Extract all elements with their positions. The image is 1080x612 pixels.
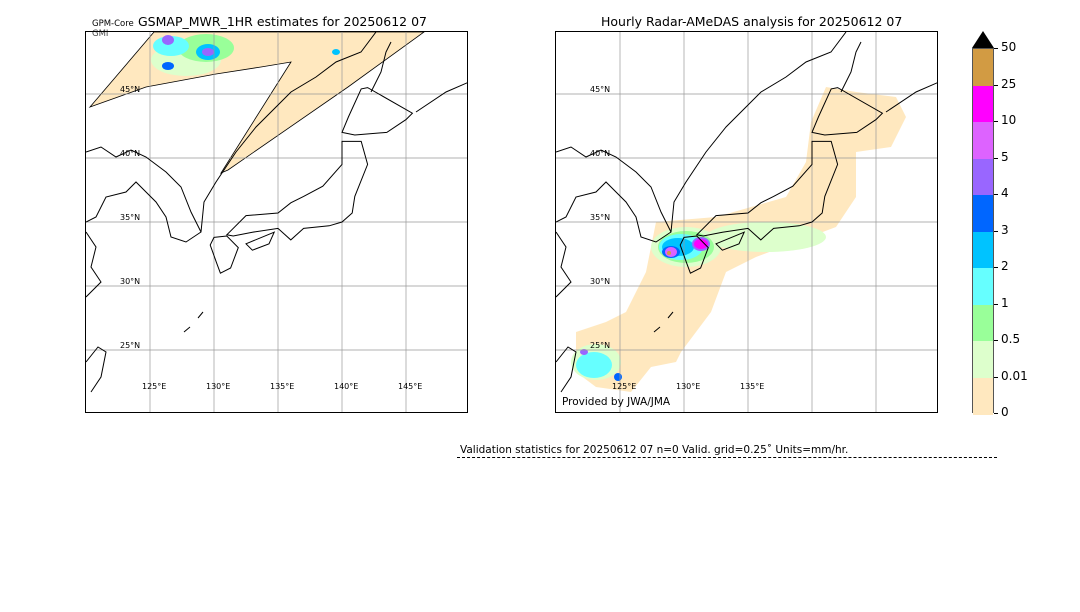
colorbar-tick	[994, 157, 998, 159]
colorbar-segment	[973, 158, 993, 196]
colorbar-tick	[994, 84, 998, 86]
gsmap-map-panel: 45°N 40°N 35°N 30°N 25°N 125°E 130°E 135…	[85, 31, 468, 413]
rain-field	[88, 32, 425, 174]
lon-label: 125°E	[142, 382, 167, 391]
coastlines	[556, 32, 937, 393]
colorbar-label: 3	[1001, 222, 1009, 237]
lon-label: 135°E	[740, 382, 765, 391]
lat-label: 30°N	[590, 277, 611, 286]
lat-label: 25°N	[590, 341, 611, 350]
lon-label: 140°E	[334, 382, 359, 391]
satellite-label: GPM-Core	[92, 19, 134, 29]
colorbar-tick	[994, 267, 998, 268]
lon-label: 125°E	[612, 382, 637, 391]
colorbar-tick	[994, 48, 998, 49]
lon-label: 135°E	[270, 382, 295, 391]
lat-label: 40°N	[590, 149, 611, 158]
colorbar-segment	[973, 377, 993, 415]
colorbar-segment	[973, 341, 993, 378]
colorbar-label: 25	[1001, 76, 1017, 91]
left-map-title: GSMAP_MWR_1HR estimates for 20250612 07	[138, 14, 427, 29]
colorbar-extend-arrow	[972, 31, 994, 48]
colorbar-segment	[973, 122, 993, 159]
colorbar	[972, 48, 994, 415]
colorbar-segment	[973, 304, 993, 342]
colorbar-segment	[973, 268, 993, 305]
colorbar-label: 4	[1001, 186, 1009, 200]
colorbar-label: 0.01	[1001, 368, 1028, 383]
colorbar-tick	[994, 230, 998, 232]
graticule	[556, 32, 937, 412]
right-map-title: Hourly Radar-AMeDAS analysis for 2025061…	[601, 14, 903, 29]
lat-label: 25°N	[120, 341, 141, 350]
lon-label: 145°E	[398, 382, 423, 391]
colorbar-label: 5	[1001, 149, 1009, 164]
colorbar-tick	[994, 194, 998, 195]
validation-statistics: Validation statistics for 20250612 07 n=…	[460, 444, 849, 456]
lat-label: 35°N	[120, 213, 141, 222]
colorbar-tick	[994, 376, 998, 378]
colorbar-label: 0	[1001, 405, 1009, 419]
lat-label: 30°N	[120, 277, 141, 286]
lon-label: 130°E	[206, 382, 231, 391]
sensor-label: GMI	[92, 29, 109, 39]
radar-map-panel: 45°N 40°N 35°N 30°N 25°N 125°E 130°E 135…	[555, 31, 938, 413]
colorbar-label: 0.5	[1001, 332, 1021, 346]
colorbar-tick	[994, 413, 998, 414]
validation-underline	[457, 457, 997, 458]
colorbar-label: 10	[1001, 113, 1017, 127]
lat-label: 40°N	[120, 149, 141, 158]
gsmap-map	[86, 32, 467, 412]
colorbar-segment	[973, 231, 993, 269]
lat-label: 45°N	[590, 85, 611, 94]
colorbar-segment	[973, 195, 993, 232]
colorbar-tick	[994, 121, 998, 122]
radar-map	[556, 32, 937, 412]
colorbar-label: 50	[1001, 40, 1017, 54]
colorbar-tick	[994, 303, 998, 305]
lat-label: 35°N	[590, 213, 611, 222]
lon-label: 130°E	[676, 382, 701, 391]
colorbar-tick	[994, 340, 998, 341]
lat-label: 45°N	[120, 85, 141, 94]
coastlines	[86, 32, 467, 393]
colorbar-segment	[973, 49, 993, 86]
graticule	[86, 32, 467, 412]
data-credit: Provided by JWA/JMA	[562, 396, 671, 408]
colorbar-segment	[973, 85, 993, 123]
colorbar-label: 2	[1001, 259, 1009, 273]
colorbar-label: 1	[1001, 295, 1009, 310]
